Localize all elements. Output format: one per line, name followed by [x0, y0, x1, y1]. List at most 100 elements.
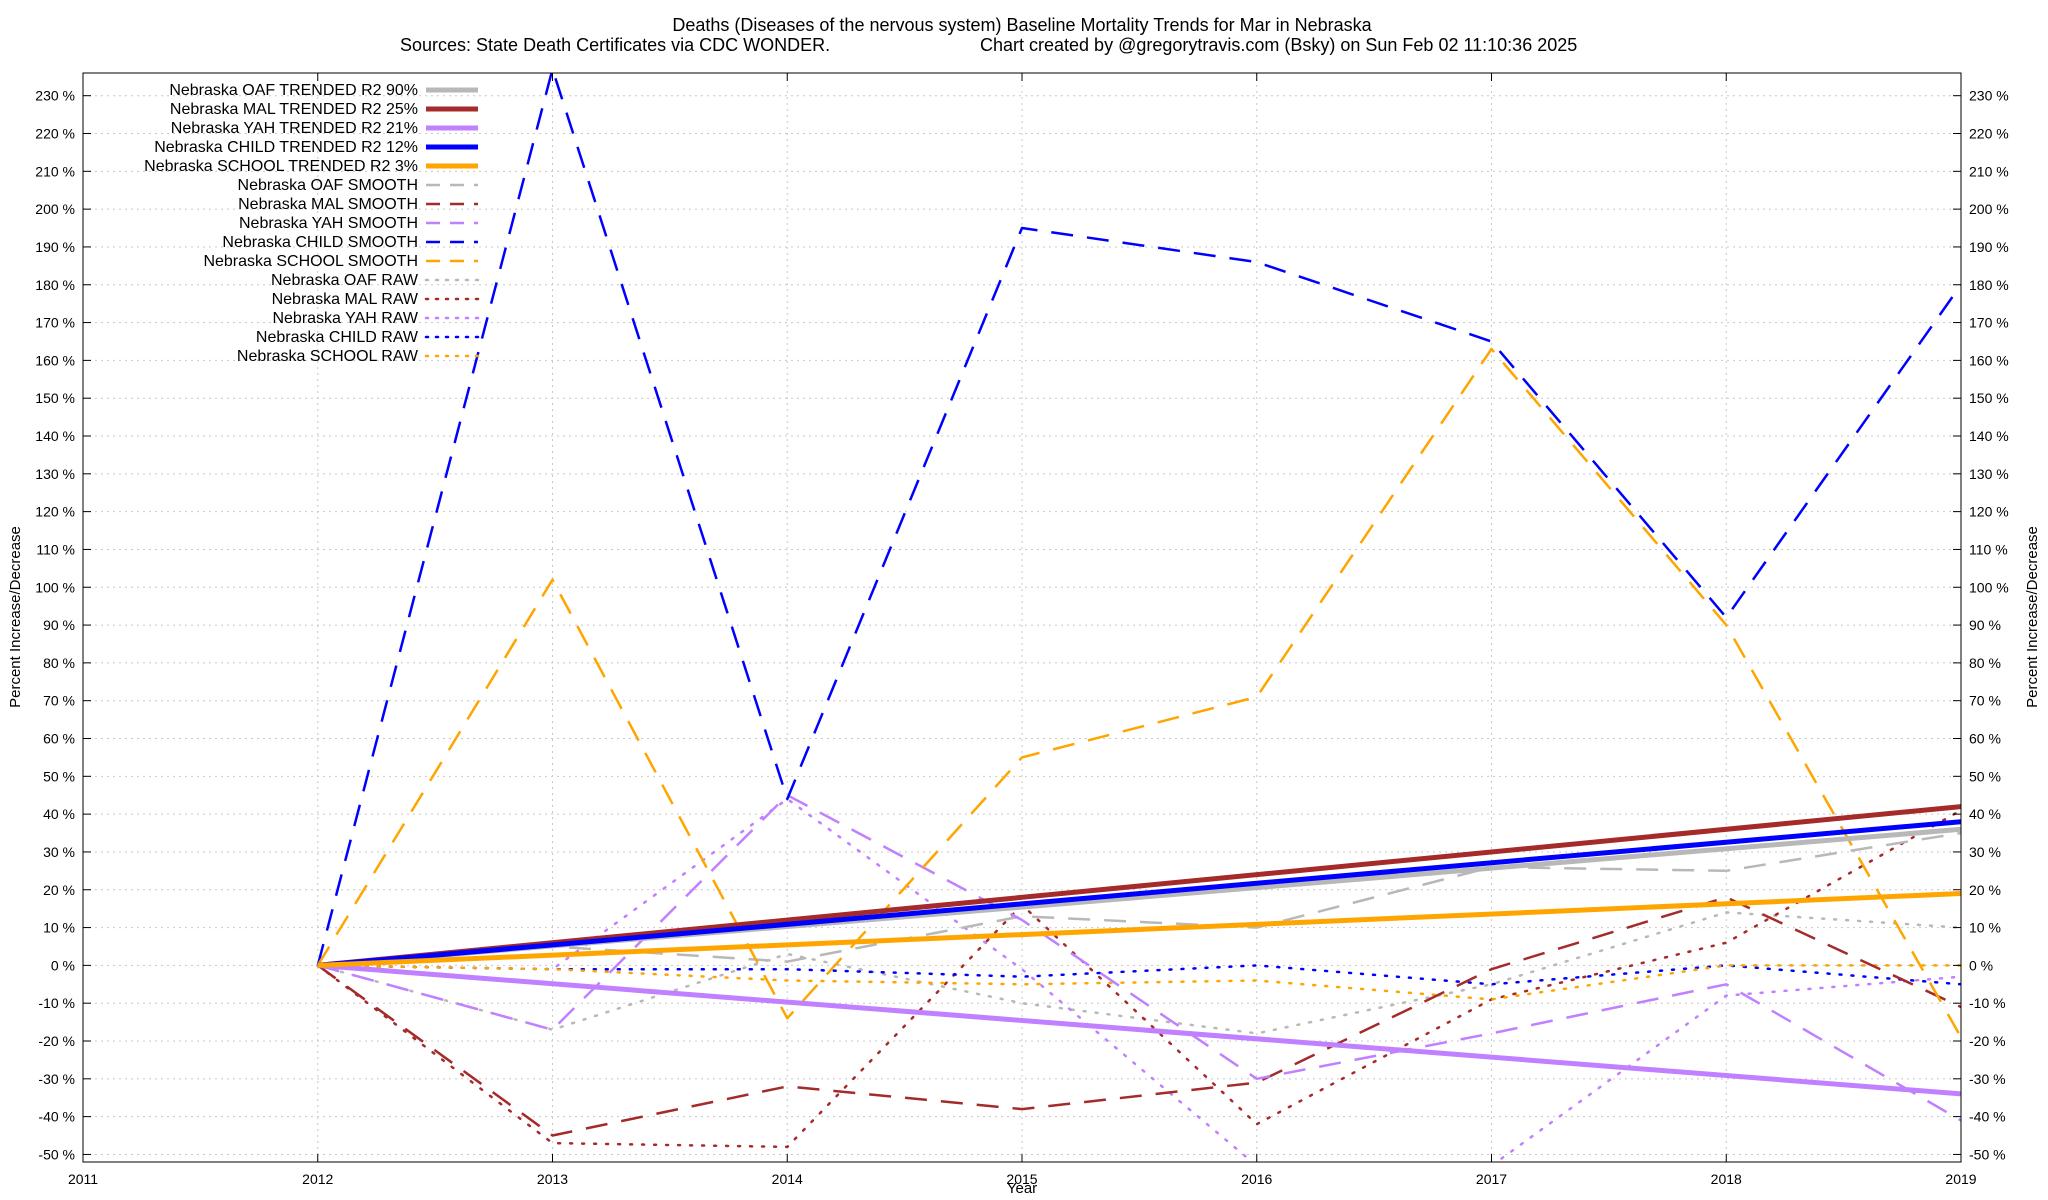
legend-label: Nebraska SCHOOL SMOOTH [203, 253, 418, 270]
y-tick-label-left: 50 % [43, 768, 75, 784]
y-tick-label-right: 10 % [1969, 920, 2001, 936]
series-line-nebraska-child-smooth [316, 73, 1961, 966]
y-tick-label-right: 160 % [1969, 352, 2009, 368]
x-tick-label: 2015 [1006, 1171, 1037, 1187]
y-tick-label-right: -10 % [1969, 995, 2006, 1011]
x-tick-label: 2019 [1945, 1171, 1976, 1187]
y-tick-label-left: 30 % [43, 844, 75, 860]
legend-label: Nebraska OAF SMOOTH [238, 177, 418, 194]
y-tick-label-right: 210 % [1969, 163, 2009, 179]
y-tick-label-right: 40 % [1969, 806, 2001, 822]
x-tick-label: 2012 [302, 1171, 333, 1187]
y-tick-label-right: 110 % [1969, 541, 2008, 557]
y-tick-label-right: 100 % [1969, 579, 2009, 595]
legend-label: Nebraska OAF RAW [271, 272, 419, 289]
legend-label: Nebraska OAF TRENDED R2 90% [169, 82, 418, 99]
legend-label: Nebraska YAH RAW [272, 310, 418, 327]
legend-label: Nebraska MAL TRENDED R2 25% [170, 101, 418, 118]
y-tick-label-left: 230 % [35, 88, 75, 104]
series-line-nebraska-school-smooth [316, 347, 1961, 1038]
y-tick-label-left: 70 % [43, 693, 75, 709]
y-axis-label-right: Percent Increase/Decrease [2024, 526, 2041, 708]
y-tick-label-right: 130 % [1969, 466, 2009, 482]
y-tick-label-right: 90 % [1969, 617, 2001, 633]
x-tick-label: 2013 [537, 1171, 568, 1187]
y-tick-label-left: 10 % [43, 920, 75, 936]
y-tick-label-left: 210 % [35, 163, 75, 179]
y-tick-label-left: 80 % [43, 655, 75, 671]
y-tick-label-left: 40 % [43, 806, 75, 822]
y-tick-label-right: 120 % [1969, 504, 2009, 520]
series-line-nebraska-yah-trended [317, 962, 1961, 1097]
y-tick-label-left: 140 % [35, 428, 75, 444]
chart-subtitle-credit: Chart created by @gregorytravis.com (Bsk… [980, 35, 1577, 55]
y-tick-label-left: -30 % [38, 1071, 75, 1087]
y-tick-label-right: 170 % [1969, 315, 2009, 331]
y-axis-label-left: Percent Increase/Decrease [7, 526, 24, 708]
y-tick-label-right: 200 % [1969, 201, 2009, 217]
y-tick-label-left: 150 % [35, 390, 75, 406]
y-tick-label-left: 200 % [35, 201, 75, 217]
legend-label: Nebraska SCHOOL TRENDED R2 3% [144, 158, 418, 175]
y-tick-label-right: 60 % [1969, 731, 2001, 747]
legend-label: Nebraska YAH TRENDED R2 21% [171, 120, 418, 137]
x-tick-label: 2017 [1476, 1171, 1507, 1187]
x-tick-label: 2014 [772, 1171, 803, 1187]
x-tick-label: 2011 [68, 1171, 98, 1187]
y-tick-label-left: 120 % [35, 504, 75, 520]
series-line-nebraska-oaf-smooth [317, 831, 1961, 967]
y-tick-label-right: -30 % [1969, 1071, 2006, 1087]
y-tick-label-right: 50 % [1969, 768, 2001, 784]
y-tick-label-left: 180 % [35, 277, 75, 293]
series-line-nebraska-school-trended [317, 891, 1961, 968]
y-tick-label-right: 150 % [1969, 390, 2009, 406]
y-tick-label-right: 80 % [1969, 655, 2001, 671]
y-tick-label-left: 170 % [35, 315, 75, 331]
chart-title: Deaths (Diseases of the nervous system) … [672, 15, 1372, 35]
y-tick-label-left: 20 % [43, 882, 75, 898]
y-tick-label-right: -20 % [1969, 1033, 2006, 1049]
y-tick-label-right: 190 % [1969, 239, 2009, 255]
y-tick-label-left: -50 % [38, 1146, 75, 1162]
y-tick-label-right: 0 % [1969, 957, 1993, 973]
x-tick-label: 2018 [1711, 1171, 1742, 1187]
legend-label: Nebraska MAL SMOOTH [238, 196, 418, 213]
y-tick-label-left: 220 % [35, 126, 75, 142]
y-tick-label-right: 140 % [1969, 428, 2009, 444]
series-line-nebraska-child-trended [317, 819, 1961, 968]
legend-label: Nebraska SCHOOL RAW [237, 348, 419, 365]
legend-label: Nebraska MAL RAW [272, 291, 419, 308]
y-tick-label-left: 110 % [36, 541, 75, 557]
y-tick-label-left: -40 % [38, 1109, 75, 1125]
y-tick-label-left: 60 % [43, 731, 75, 747]
y-tick-label-left: 160 % [35, 352, 75, 368]
y-tick-label-right: 180 % [1969, 277, 2009, 293]
y-tick-label-left: -10 % [38, 995, 75, 1011]
series-line-nebraska-yah-smooth [317, 793, 1961, 1122]
legend-label: Nebraska CHILD RAW [256, 329, 419, 346]
y-tick-label-left: 100 % [35, 579, 75, 595]
legend-label: Nebraska CHILD TRENDED R2 12% [154, 139, 418, 156]
axes: -50 % -50 % -40 % -40 % -30 % -30 % -20 % -20 %… [35, 73, 2009, 1187]
y-tick-label-right: 230 % [1969, 88, 2009, 104]
series-layer [316, 73, 1961, 1162]
y-tick-label-left: 190 % [35, 239, 75, 255]
y-tick-label-right: 20 % [1969, 882, 2001, 898]
y-tick-label-left: 90 % [43, 617, 75, 633]
y-tick-label-right: 220 % [1969, 126, 2009, 142]
y-tick-label-right: -50 % [1969, 1146, 2006, 1162]
legend: Nebraska OAF TRENDED R2 90% Nebraska MAL … [144, 82, 480, 365]
y-tick-label-right: -40 % [1969, 1109, 2006, 1125]
x-axis-label: Year [1007, 1180, 1037, 1197]
chart-subtitle-source: Sources: State Death Certificates via CD… [400, 35, 830, 55]
legend-label: Nebraska CHILD SMOOTH [222, 234, 418, 251]
y-tick-label-right: 30 % [1969, 844, 2001, 860]
x-tick-label: 2016 [1241, 1171, 1272, 1187]
y-tick-label-left: 0 % [51, 957, 75, 973]
y-tick-label-right: 70 % [1969, 693, 2001, 709]
legend-label: Nebraska YAH SMOOTH [239, 215, 418, 232]
y-tick-label-left: -20 % [38, 1033, 75, 1049]
series-line-nebraska-mal-smooth [317, 896, 1961, 1137]
series-line-nebraska-yah-raw [316, 797, 1961, 1162]
